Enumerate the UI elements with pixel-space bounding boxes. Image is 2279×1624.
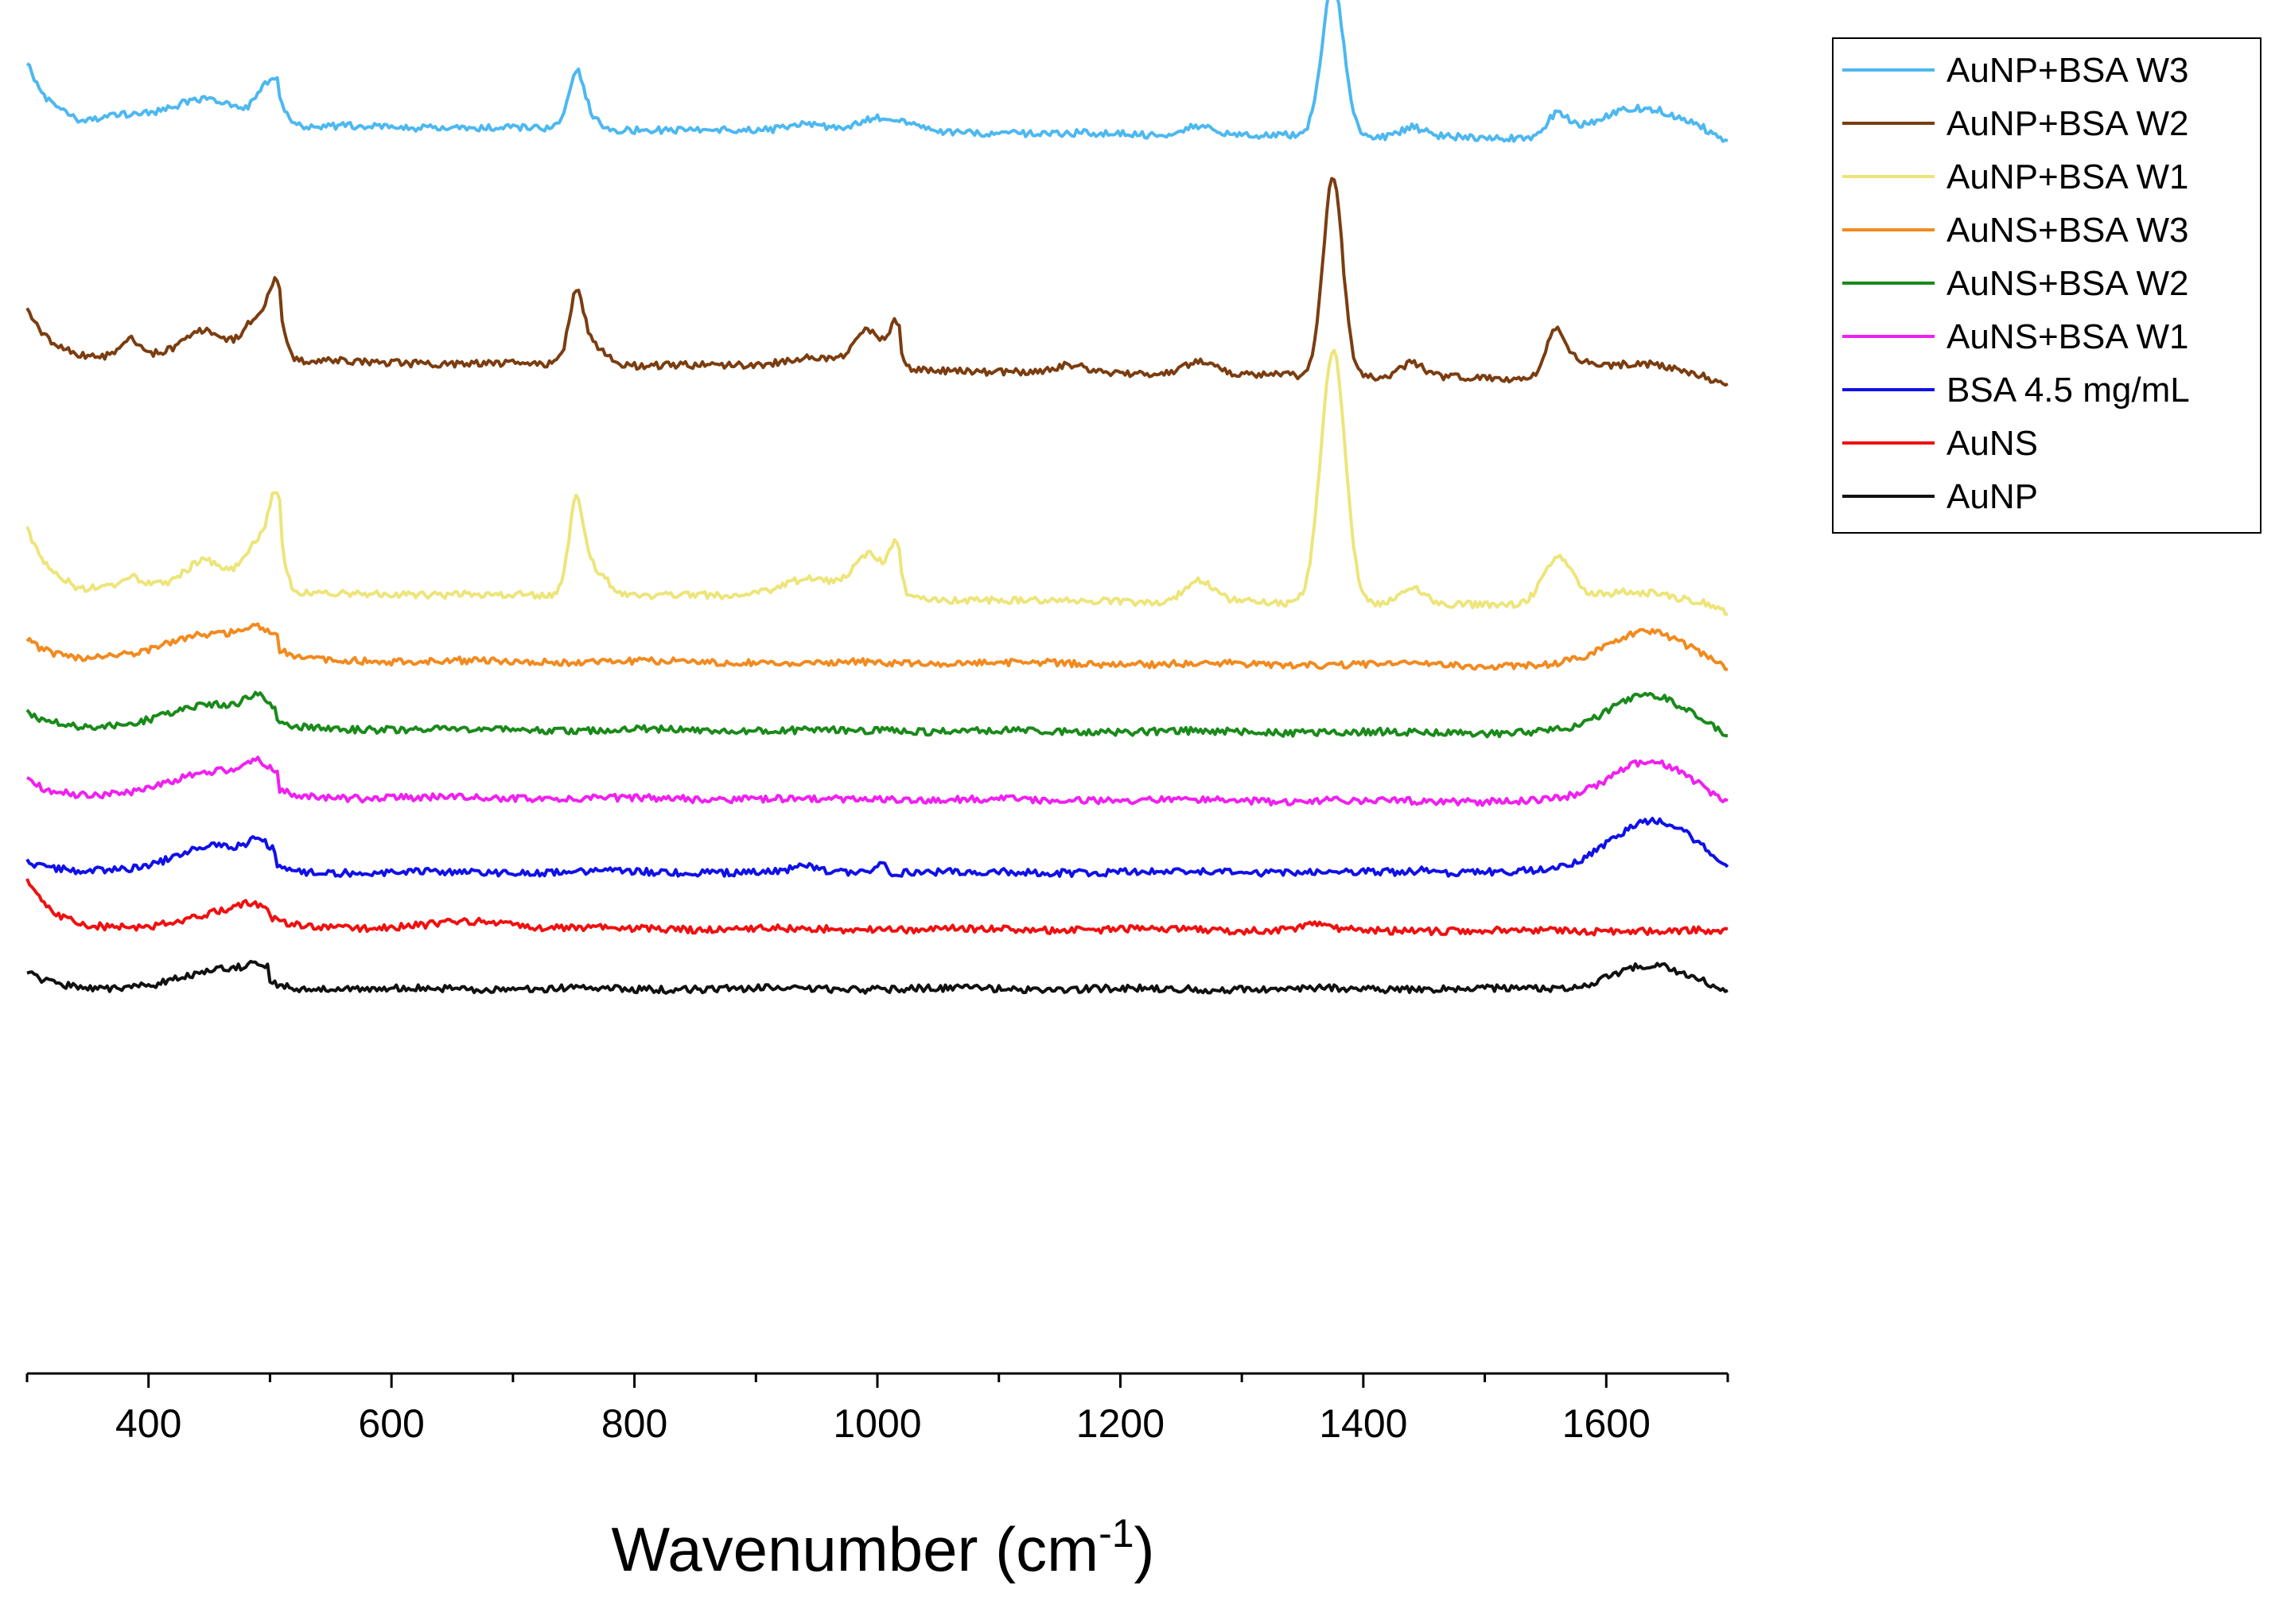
x-tick-label: 1200 <box>1076 1401 1165 1446</box>
legend-label: AuNS+BSA W1 <box>1946 317 2188 356</box>
series-line-4 <box>25 622 1729 671</box>
legend-frame <box>1832 37 2261 534</box>
series-line-2 <box>25 177 1729 387</box>
x-axis: 400 600 800 1000 1200 1400 1600 <box>25 1372 1729 1446</box>
legend-label: AuNS <box>1946 424 2038 463</box>
series-line-9 <box>26 959 1729 995</box>
x-tick-label: 1000 <box>833 1401 921 1446</box>
legend-label: AuNP+BSA W1 <box>1946 157 2188 196</box>
legend: AuNP+BSA W3 AuNP+BSA W2 AuNP+BSA W1 AuNS+BS… <box>1832 37 2261 534</box>
legend-label: AuNP <box>1946 477 2038 516</box>
series-line-8 <box>25 878 1729 937</box>
series-line-6 <box>26 756 1729 807</box>
series-layer <box>25 0 1729 995</box>
x-axis-title: Wavenumber (cm-1) <box>611 1511 1154 1584</box>
x-tick-label: 400 <box>115 1401 181 1446</box>
series-line-7 <box>25 817 1729 878</box>
legend-label: AuNS+BSA W3 <box>1946 211 2188 250</box>
legend-label: BSA 4.5 mg/mL <box>1946 371 2190 410</box>
legend-label: AuNP+BSA W3 <box>1946 51 2188 90</box>
x-tick-label: 1600 <box>1562 1401 1651 1446</box>
series-line-3 <box>25 348 1729 616</box>
x-tick-label: 800 <box>601 1401 667 1446</box>
legend-label: AuNP+BSA W2 <box>1946 104 2188 143</box>
series-line-5 <box>25 690 1729 739</box>
series-line-1 <box>25 0 1729 143</box>
legend-label: AuNS+BSA W2 <box>1946 264 2188 303</box>
x-tick-label: 1400 <box>1319 1401 1407 1446</box>
x-tick-label: 600 <box>358 1401 424 1446</box>
